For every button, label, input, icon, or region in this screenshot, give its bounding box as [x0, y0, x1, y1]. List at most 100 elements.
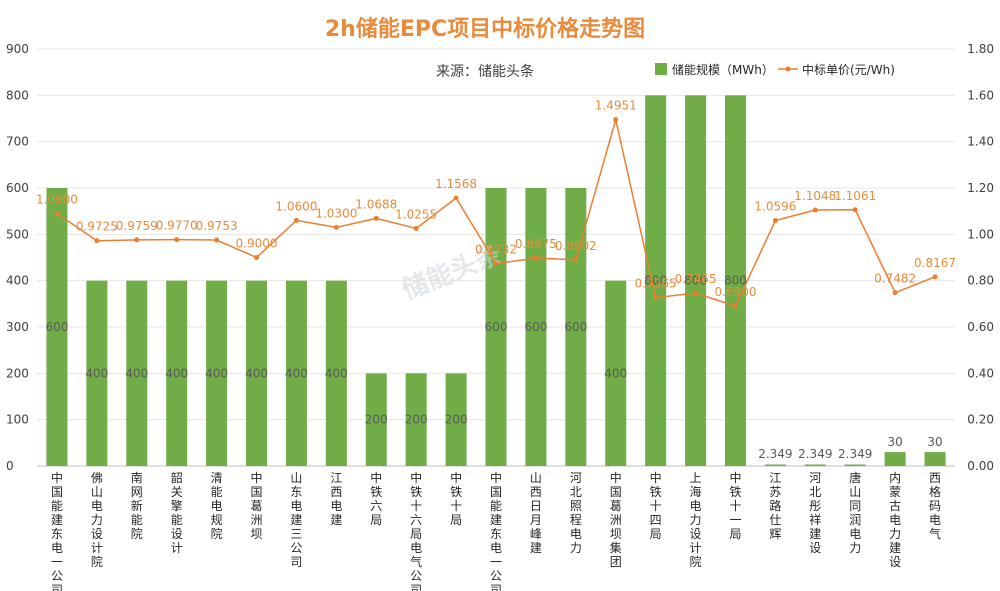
category-label: 上海电力设计院 — [690, 471, 702, 569]
price-point — [254, 255, 260, 260]
left-tick-label: 300 — [6, 320, 29, 334]
bar — [126, 280, 148, 466]
category-labels: 中国能建东电一公司 佛山电力设计院 南网新能院 韶关擎能设计 清能电规院 中国葛洲坝 山东电… — [51, 470, 941, 591]
bar — [365, 373, 387, 466]
price-point — [892, 290, 898, 296]
category-label: 韶关擎能设计 — [171, 470, 183, 555]
legend-line-marker — [785, 66, 791, 72]
left-tick-label: 600 — [6, 181, 29, 195]
price-value-label: 0.7465 — [675, 272, 717, 286]
bar-value-label: 800 — [644, 274, 667, 288]
legend-bar-label: 储能规模（MWh） — [672, 62, 774, 77]
chart-subtitle: 来源：储能头条 — [436, 63, 534, 80]
bar — [525, 188, 547, 466]
bar — [685, 95, 707, 466]
left-tick-label: 900 — [6, 42, 29, 56]
price-point — [653, 295, 659, 301]
price-value-label: 0.9753 — [196, 219, 238, 233]
bar-value-label: 2.349 — [838, 447, 872, 461]
price-value-label: 0.8167 — [914, 256, 956, 270]
right-tick-label: 0.40 — [967, 366, 994, 380]
category-label: 河北彤祥建设 — [809, 471, 821, 555]
left-tick-label: 800 — [6, 88, 29, 102]
category-label: 中国葛洲坝 — [251, 470, 263, 541]
category-label: 中铁十局 — [450, 470, 462, 527]
price-point — [333, 224, 339, 230]
bar-value-label: 400 — [604, 366, 627, 380]
price-point — [772, 218, 778, 224]
category-label: 山东电建三公司 — [290, 471, 302, 569]
right-tick-label: 0.20 — [967, 413, 994, 427]
right-tick-label: 1.20 — [967, 181, 994, 195]
price-point — [453, 195, 459, 201]
price-value-label: 1.0300 — [315, 206, 357, 220]
bar-value-label: 600 — [524, 320, 547, 334]
bar — [206, 280, 228, 466]
price-value-label: 1.0596 — [754, 200, 796, 214]
bar — [445, 373, 467, 466]
category-label: 江苏路仕辉 — [769, 471, 781, 541]
bar-value-label: 400 — [125, 366, 148, 380]
bar-value-label: 400 — [165, 366, 188, 380]
right-axis: 0.00 0.20 0.40 0.60 0.80 1.00 1.20 1.40 1.60 1.80 — [967, 42, 994, 473]
chart-title: 2h储能EPC项目中标价格走势图 — [325, 16, 645, 42]
bar-value-label: 200 — [405, 413, 428, 427]
category-label: 中铁十四局 — [650, 470, 662, 541]
price-point — [293, 217, 299, 223]
bar — [605, 280, 627, 466]
legend-line-label: 中标单价(元/Wh) — [802, 62, 895, 77]
price-value-label: 1.1061 — [834, 189, 876, 203]
price-point — [932, 274, 938, 280]
left-tick-label: 0 — [6, 459, 14, 473]
bar — [325, 280, 347, 466]
bar-value-label: 400 — [245, 366, 268, 380]
bar — [46, 188, 68, 466]
bar-value-label: 600 — [564, 320, 587, 334]
price-value-label: 0.8975 — [515, 237, 557, 251]
right-tick-label: 1.40 — [967, 135, 994, 149]
right-tick-label: 0.80 — [967, 274, 994, 288]
price-point — [573, 257, 579, 263]
bar — [884, 452, 906, 466]
category-label: 中铁六局 — [370, 470, 382, 527]
price-point — [493, 261, 499, 267]
left-tick-label: 100 — [6, 413, 29, 427]
category-label: 清能电规院 — [211, 471, 223, 541]
category-label: 山西日月峰建 — [530, 471, 542, 555]
category-label: 西格码电气 — [929, 471, 941, 541]
right-tick-label: 0.00 — [967, 459, 994, 473]
price-value-label: 0.6900 — [714, 285, 756, 299]
bar-value-label: 800 — [684, 274, 707, 288]
category-label: 中国葛洲坝集团 — [610, 470, 622, 569]
bar — [844, 464, 866, 466]
category-label: 中铁十一局 — [729, 470, 741, 541]
bar — [764, 464, 786, 466]
bar — [645, 95, 667, 466]
price-point — [94, 238, 100, 244]
price-point — [732, 303, 738, 309]
category-label: 中国能建东电一公司 — [51, 470, 63, 591]
category-label: 河北照程电力 — [570, 471, 582, 555]
price-value-label: 0.7482 — [874, 272, 916, 286]
bar-value-label: 2.349 — [798, 447, 832, 461]
left-tick-label: 200 — [6, 366, 29, 380]
price-point — [852, 207, 858, 213]
bar-value-label: 200 — [365, 413, 388, 427]
bar-value-label: 30 — [927, 435, 942, 449]
legend: 储能规模（MWh） 中标单价(元/Wh) — [655, 62, 895, 77]
category-label: 内蒙古电力建设 — [889, 471, 901, 569]
price-point — [613, 117, 619, 123]
price-value-label: 1.0900 — [36, 192, 78, 206]
category-label: 唐山同润电力 — [849, 470, 861, 555]
price-point — [812, 207, 818, 213]
price-value-label: 1.1048 — [794, 189, 836, 203]
price-value-label: 1.1568 — [435, 177, 477, 191]
price-value-label: 0.9759 — [116, 219, 158, 233]
price-value-label: 1.0600 — [275, 199, 317, 213]
price-value-label: 1.0688 — [355, 197, 397, 211]
price-value-label: 0.8732 — [475, 243, 517, 257]
price-value-label: 0.9770 — [156, 219, 198, 233]
bar — [405, 373, 427, 466]
price-point — [533, 255, 539, 261]
